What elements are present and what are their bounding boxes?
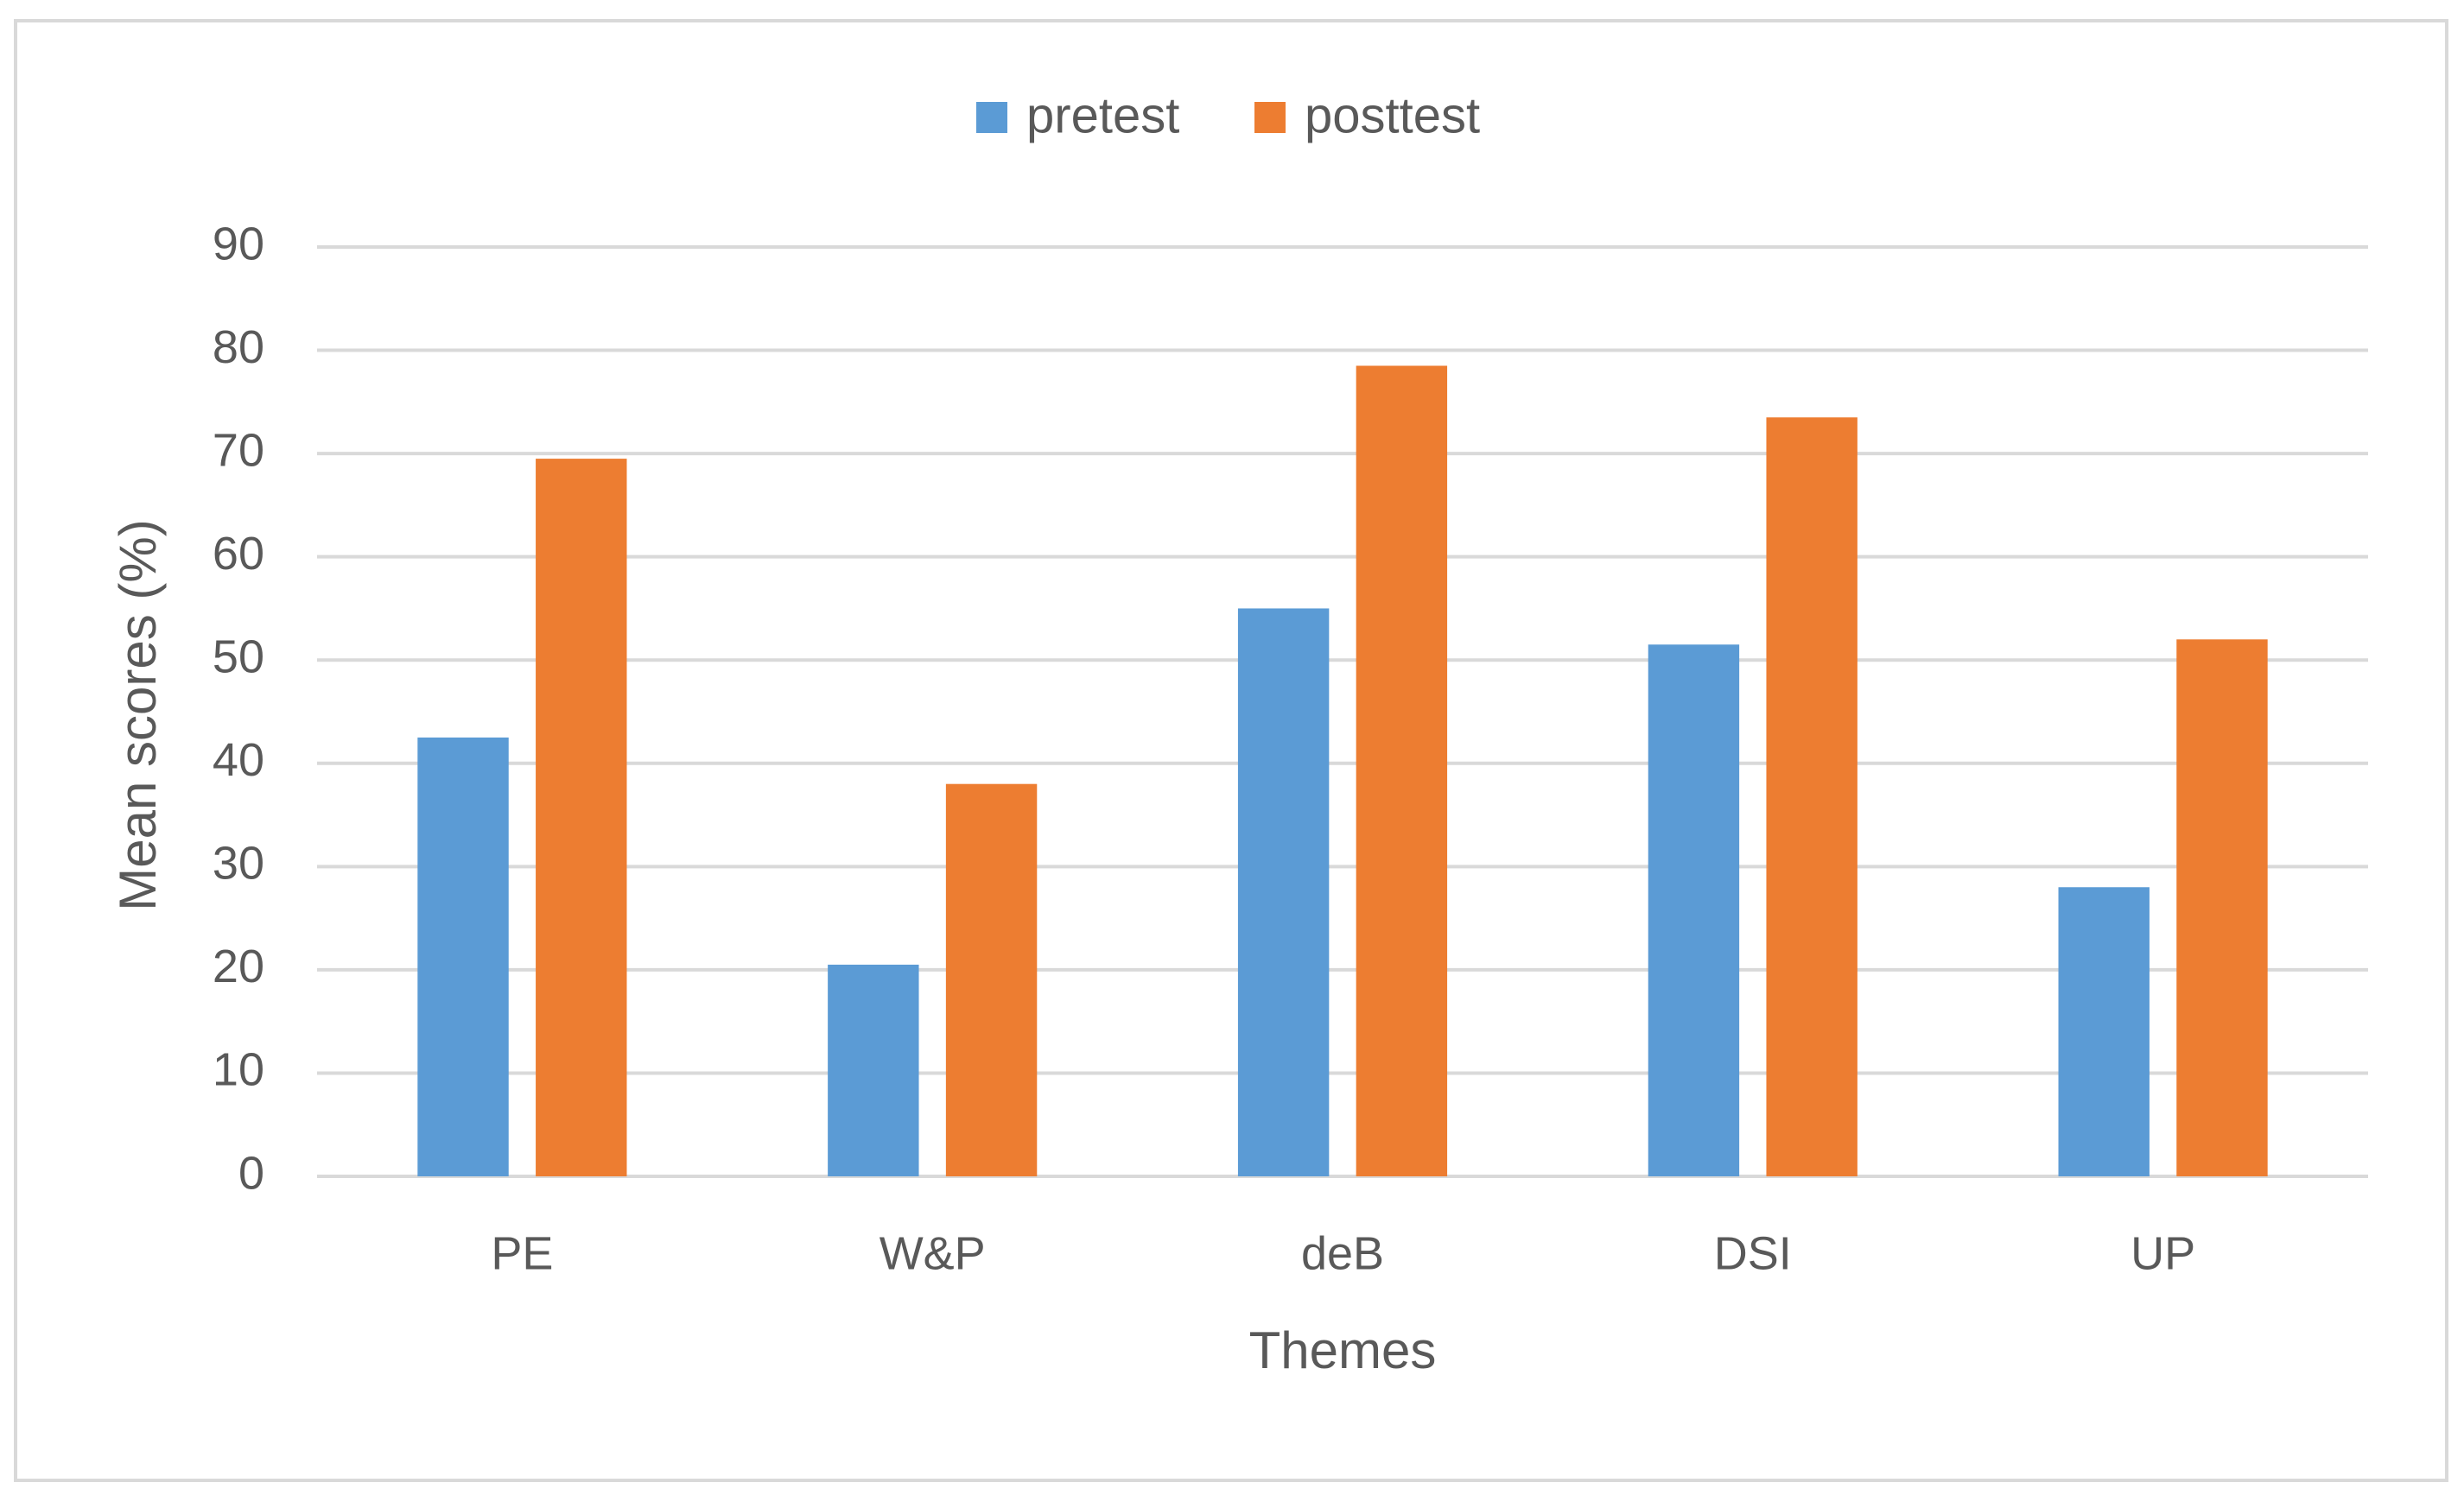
x-axis-title: Themes [1249, 1321, 1437, 1379]
bar [1356, 365, 1448, 1176]
y-tick-label: 20 [213, 941, 264, 992]
x-tick-label: W&P [880, 1227, 986, 1279]
y-tick-label: 50 [213, 630, 264, 682]
bar [417, 737, 509, 1176]
legend-swatch [1254, 102, 1286, 133]
y-tick-label: 30 [213, 838, 264, 890]
y-tick-label: 90 [213, 218, 264, 269]
bar [2058, 887, 2150, 1176]
x-tick-label: deB [1301, 1227, 1384, 1279]
chart-frame [14, 19, 2448, 1482]
bar [1237, 608, 1330, 1176]
x-tick-label: DSI [1714, 1227, 1792, 1279]
legend-swatch [976, 102, 1007, 133]
bar [536, 459, 627, 1176]
y-tick-label: 40 [213, 734, 264, 786]
y-tick-label: 10 [213, 1044, 264, 1096]
legend-label: posttest [1305, 87, 1480, 143]
y-tick-label: 60 [213, 528, 264, 580]
y-axis-title: Mean scores (%) [109, 519, 167, 910]
legend-label: pretest [1026, 87, 1179, 143]
y-tick-label: 70 [213, 424, 264, 476]
bar [1766, 417, 1858, 1176]
bar [828, 964, 919, 1176]
bar [945, 783, 1038, 1176]
x-tick-label: UP [2131, 1227, 2195, 1279]
y-tick-label: 0 [238, 1147, 264, 1199]
bar [2176, 639, 2268, 1176]
y-tick-label: 80 [213, 321, 264, 373]
x-tick-label: PE [491, 1227, 553, 1279]
bar [1648, 644, 1740, 1176]
